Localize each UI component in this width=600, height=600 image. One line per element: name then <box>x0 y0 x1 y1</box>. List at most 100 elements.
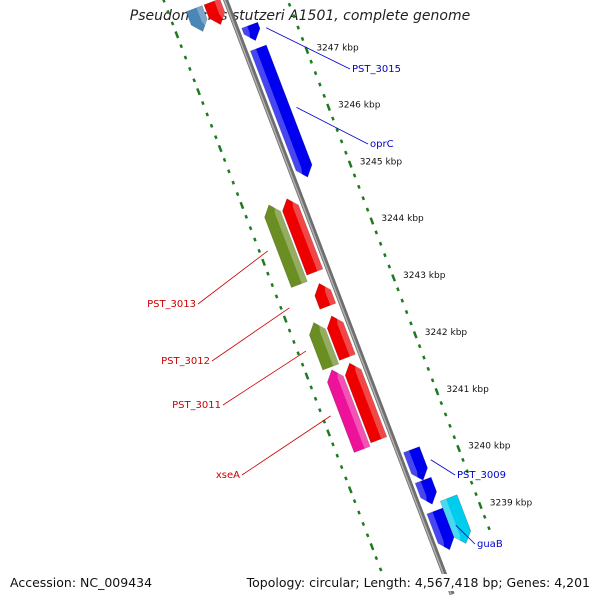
outer-tick <box>412 331 418 339</box>
inner-tick <box>361 521 366 527</box>
inner-tick <box>304 372 310 380</box>
inner-tick <box>170 21 175 26</box>
inner-tick <box>227 169 231 174</box>
inner-tick <box>344 476 348 481</box>
outer-tick <box>313 71 318 76</box>
inner-tick <box>296 351 301 356</box>
outer-tick <box>426 366 431 371</box>
outer-tick <box>430 378 435 383</box>
inner-tick <box>300 362 305 367</box>
kbp-label: 3246 kbp <box>338 100 381 110</box>
outer-tick <box>287 2 292 7</box>
backbone-line <box>222 0 455 596</box>
outer-tick <box>322 93 326 98</box>
gene-arrow <box>426 507 455 551</box>
gene-arrow-highlight <box>403 450 418 483</box>
gene-arrow-highlight <box>440 498 461 546</box>
inner-tick <box>174 31 180 39</box>
kbp-label: 3243 kbp <box>403 271 446 281</box>
gene-arrow <box>264 204 308 288</box>
inner-tick <box>231 180 235 185</box>
kbp-label: 3240 kbp <box>468 442 511 452</box>
accession-text: Accession: NC_009434 <box>8 574 155 591</box>
inner-tick <box>239 201 245 210</box>
inner-tick <box>274 294 279 299</box>
gene-arrow-highlight <box>250 48 303 180</box>
gene-arrow <box>241 21 261 42</box>
outer-tick <box>434 387 440 396</box>
inner-tick <box>313 396 318 401</box>
gene-arrow-highlight <box>354 361 387 439</box>
label-leader <box>430 459 456 476</box>
backbone-layer <box>222 0 455 596</box>
inner-tick <box>183 55 188 60</box>
inner-tick <box>309 385 314 390</box>
gene-arrow <box>185 5 208 32</box>
outer-tick <box>465 469 470 474</box>
outer-tick <box>361 196 366 201</box>
label-leader <box>265 27 351 70</box>
outer-tick <box>487 526 491 531</box>
inner-tick <box>282 315 288 323</box>
gene-arrow-highlight <box>426 511 445 552</box>
label-leader <box>296 107 369 145</box>
gene-arrow-highlight <box>319 320 339 367</box>
inner-tick <box>374 555 379 561</box>
inner-tick <box>326 429 332 437</box>
outer-tick <box>352 173 357 178</box>
gene-arrow <box>250 44 313 178</box>
backbone-highlight <box>223 0 452 595</box>
outer-tick <box>404 309 409 315</box>
outer-tick <box>452 435 457 440</box>
kbp-label: 3245 kbp <box>360 157 403 167</box>
outer-tick <box>396 287 400 292</box>
outer-tick <box>357 184 361 189</box>
outer-tick <box>482 514 487 519</box>
inner-tick <box>352 499 357 504</box>
outer-tick <box>378 241 383 246</box>
outer-tick <box>292 14 296 19</box>
inner-tick <box>357 510 361 515</box>
inner-tick <box>257 248 262 254</box>
inner-tick <box>335 453 340 458</box>
outer-tick <box>439 400 444 406</box>
gene-label: oprC <box>370 139 394 150</box>
label-leader <box>197 250 269 305</box>
kbp-label: 3242 kbp <box>425 328 468 338</box>
gene-arrow-highlight <box>337 367 371 449</box>
inner-tick <box>179 44 183 49</box>
outer-tick <box>300 36 305 42</box>
inner-tick <box>261 258 266 267</box>
outer-tick <box>374 230 379 235</box>
outer-tick <box>400 298 405 303</box>
gene-arrow-highlight <box>324 281 336 306</box>
outer-tick <box>347 160 353 168</box>
inner-tick <box>248 226 253 231</box>
gene-arrow <box>327 369 371 453</box>
inner-tick <box>192 78 196 83</box>
inner-tick <box>205 112 209 117</box>
outer-tick <box>461 457 465 462</box>
gene-arrow-highlight <box>241 26 251 43</box>
outer-tick <box>391 274 396 282</box>
inner-tick <box>222 157 227 162</box>
inner-tick <box>244 214 249 219</box>
gene-arrow <box>203 0 226 26</box>
outer-tick <box>304 46 310 55</box>
inner-tick <box>331 442 335 447</box>
inner-tick <box>162 0 166 3</box>
gene-label: PST_3013 <box>147 299 196 310</box>
outer-tick <box>443 412 448 417</box>
label-leader <box>455 524 476 545</box>
outer-tick <box>344 150 348 155</box>
inner-tick <box>365 533 370 538</box>
inner-tick <box>270 282 275 288</box>
inner-tick <box>369 542 375 551</box>
inner-tick <box>188 66 192 71</box>
gene-arrow <box>403 446 428 481</box>
gene-label: PST_3012 <box>161 356 210 367</box>
outer-tick <box>335 127 340 133</box>
outer-tick <box>309 59 313 64</box>
label-leader <box>241 415 331 476</box>
